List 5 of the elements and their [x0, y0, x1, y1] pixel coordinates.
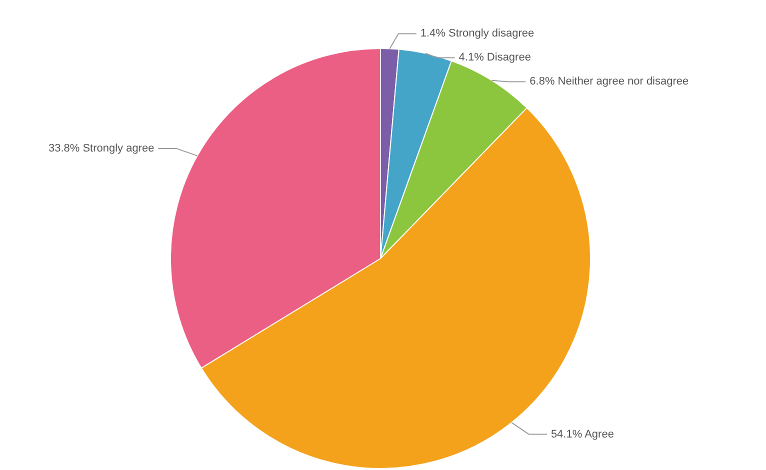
slice-label: 1.4% Strongly disagree — [420, 28, 534, 40]
slice-label: 4.1% Disagree — [458, 52, 531, 64]
slice-label: 54.1% Agree — [550, 428, 614, 440]
slice-label: 33.8% Strongly agree — [48, 142, 154, 154]
slice-label: 6.8% Neither agree nor disagree — [530, 76, 689, 88]
